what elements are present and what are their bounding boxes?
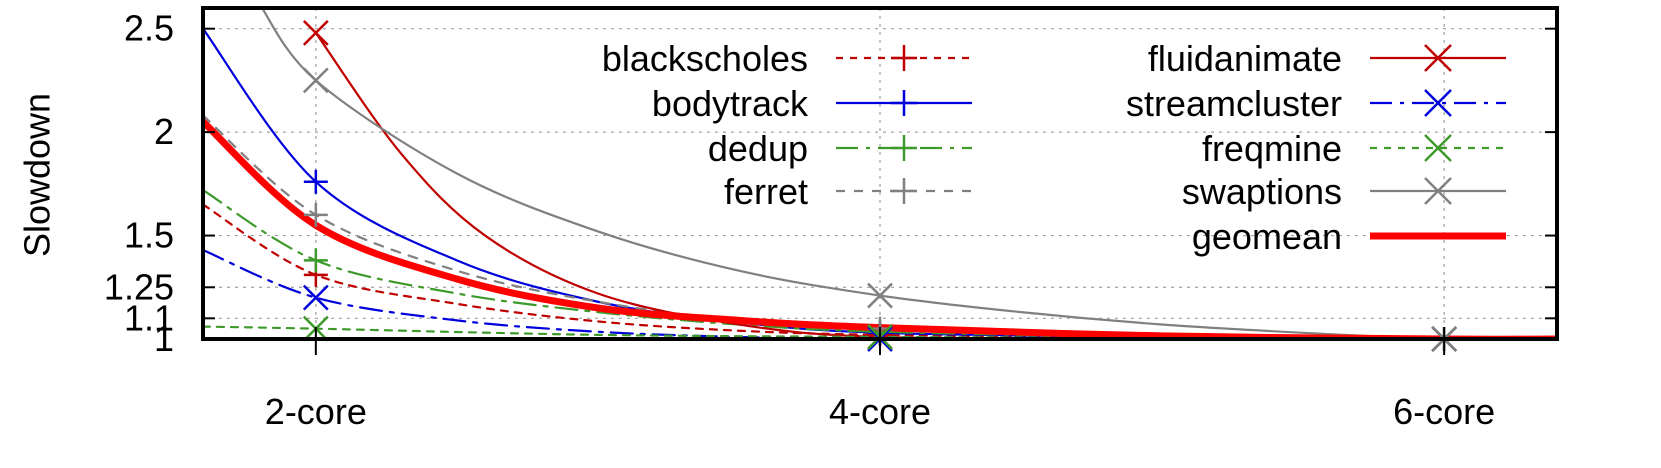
legend-marker (1424, 44, 1452, 72)
legend-marker (891, 90, 917, 116)
y-axis-label: Slowdown (17, 93, 58, 257)
legend-marker (891, 178, 917, 204)
x-tick-label: 4-core (829, 391, 931, 432)
legend-label: geomean (1192, 216, 1342, 257)
legend-item-fluidanimate: fluidanimate (1148, 38, 1506, 79)
legend-marker (891, 135, 917, 161)
legend-marker (1424, 134, 1452, 162)
x-tick-label: 2-core (265, 391, 367, 432)
x-tick-label: 6-core (1393, 391, 1495, 432)
legend-item-geomean: geomean (1192, 216, 1506, 257)
axis-ticks: 11.11.25 1.5 2 2.5 2-core 4-core 6-core (104, 8, 1557, 432)
series-line-fluidanimate (314, 31, 1557, 339)
legend-label: fluidanimate (1148, 38, 1342, 79)
marker-dedup (303, 248, 328, 273)
marker-bodytrack (303, 169, 328, 194)
marker-swaptions (302, 67, 329, 94)
legend-item-streamcluster: streamcluster (1126, 83, 1506, 124)
legend-marker (1424, 177, 1452, 205)
legend-label: dedup (708, 128, 808, 169)
series-line-bodytrack (203, 27, 1557, 339)
series-line-swaptions (260, 8, 1557, 339)
y-tick-label: 1.5 (124, 215, 174, 256)
series-line-streamcluster (203, 248, 1557, 339)
marker-ferret (303, 202, 328, 227)
y-tick-label: 1 (154, 318, 174, 359)
legend-item-swaptions: swaptions (1182, 171, 1506, 212)
legend-label: swaptions (1182, 171, 1342, 212)
y-tick-label: 2 (154, 111, 174, 152)
legend-label: streamcluster (1126, 83, 1342, 124)
legend-label: bodytrack (652, 83, 809, 124)
legend-marker (1424, 89, 1452, 117)
marker-streamcluster (302, 284, 329, 311)
grid (203, 8, 1557, 339)
legend-label: blackscholes (602, 38, 808, 79)
legend-item-ferret: ferret (724, 171, 972, 212)
legend-label: ferret (724, 171, 808, 212)
legend-item-freqmine: freqmine (1202, 128, 1506, 169)
plot-frame (201, 6, 1559, 341)
legend-label: freqmine (1202, 128, 1342, 169)
marker-fluidanimate (302, 19, 329, 46)
y-tick-label: 2.5 (124, 8, 174, 49)
legend-item-blackscholes: blackscholes (602, 38, 972, 79)
legend-marker (891, 45, 917, 71)
legend-item-dedup: dedup (708, 128, 972, 169)
y-tick-label: 1.1 (124, 297, 174, 338)
series-line-blackscholes (203, 203, 1557, 339)
y-tick-label: 1.25 (104, 266, 174, 307)
marker-swaptions (867, 282, 893, 309)
legend-item-bodytrack: bodytrack (652, 83, 972, 124)
